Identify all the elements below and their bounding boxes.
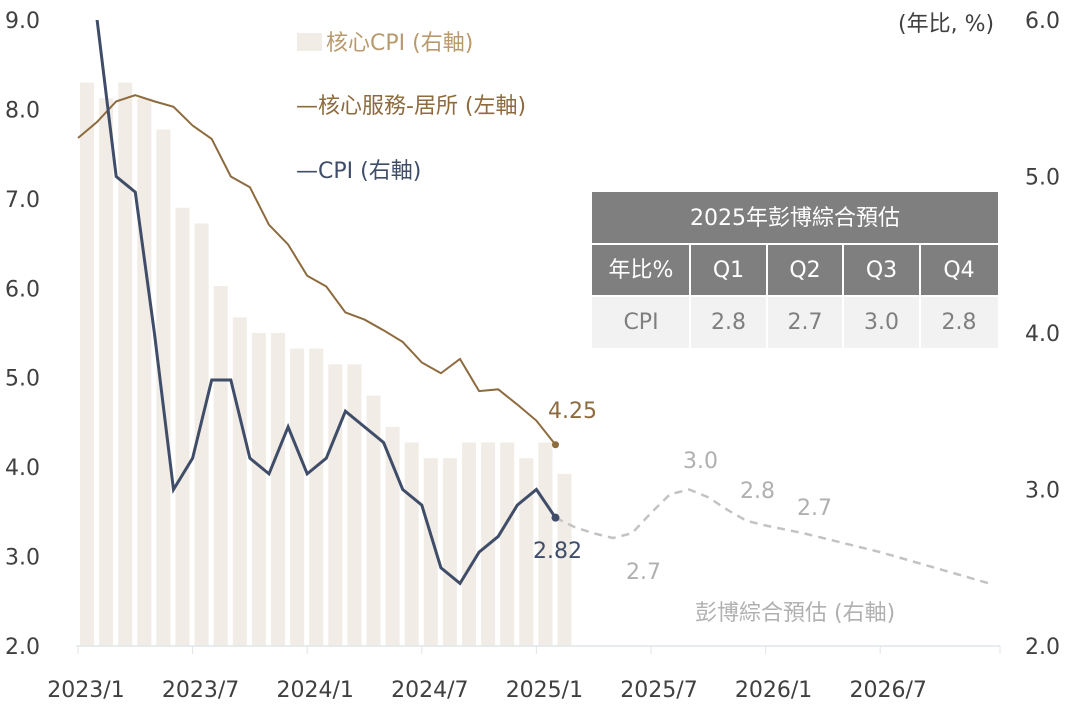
legend-shelter: —核心服務-居所 (左軸) (296, 94, 526, 119)
x-tick-label: 2024/1 (276, 678, 353, 703)
right-tick-label: 6.0 (1025, 9, 1060, 34)
bar-core-cpi (404, 442, 419, 646)
data-label: 4.25 (548, 399, 597, 424)
legend-cpi: —CPI (右軸) (296, 159, 421, 184)
x-tick-label: 2025/7 (620, 678, 697, 703)
x-tick-label: 2023/1 (47, 678, 124, 703)
bar-core-cpi (462, 442, 476, 646)
x-tick-label: 2025/1 (506, 678, 583, 703)
right-tick-label: 3.0 (1025, 479, 1060, 504)
line-cpi (95, 20, 557, 586)
table-header-cell: Q4 (943, 258, 974, 283)
left-tick-label: 2.0 (5, 635, 40, 660)
legend: 核心CPI (右軸) —核心服務-居所 (左軸) —CPI (右軸) (296, 31, 526, 184)
marker-shelter-last (552, 441, 559, 449)
data-label: 2.8 (740, 479, 775, 504)
bar-core-cpi (366, 395, 381, 646)
bar-core-cpi (271, 333, 285, 646)
x-tick-label: 2023/7 (162, 678, 239, 703)
bar-core-cpi (500, 442, 515, 646)
bar-core-cpi (538, 442, 553, 646)
bar-core-cpi (347, 364, 362, 646)
bar-core-cpi (290, 348, 305, 646)
left-tick-label: 4.0 (5, 456, 40, 481)
left-tick-label: 3.0 (5, 546, 40, 571)
left-tick-label: 6.0 (5, 277, 40, 302)
line-forecast (554, 488, 990, 585)
bar-core-cpi (99, 98, 114, 646)
table-header-cell: Q3 (866, 258, 897, 283)
bar-core-cpi (385, 426, 400, 646)
x-tick-label: 2026/7 (849, 678, 926, 703)
left-tick-label: 5.0 (5, 367, 40, 392)
right-axis-unit: (年比, %) (898, 12, 994, 37)
table-cell: 2.8 (711, 310, 746, 335)
bar-core-cpi (137, 98, 152, 646)
table-cell: 3.0 (864, 310, 899, 335)
marker-cpi-last (551, 513, 560, 522)
bar-core-cpi (423, 458, 438, 646)
forecast-label: 彭博綜合預估 (右軸) (695, 601, 895, 626)
forecast-table: 2025年彭博綜合預估 年比% Q1 Q2 Q3 Q4 CPI 2.8 2.7 3.0 2.8 (592, 192, 998, 348)
data-label: 2.7 (797, 496, 832, 521)
data-label: 3.0 (683, 449, 718, 474)
bar-core-cpi (156, 129, 171, 647)
x-tick-label: 2024/7 (391, 678, 468, 703)
table-cell: 2.7 (788, 310, 823, 335)
legend-core-cpi: 核心CPI (右軸) (326, 31, 473, 56)
bar-core-cpi (80, 82, 94, 647)
table-cell: CPI (623, 310, 658, 335)
table-header-cell: Q1 (713, 258, 744, 283)
bar-core-cpi (328, 364, 343, 646)
bar-core-cpi (251, 333, 266, 646)
bar-core-cpi (194, 223, 209, 646)
right-tick-label: 4.0 (1025, 322, 1060, 347)
left-tick-label: 9.0 (5, 9, 40, 34)
line-shelter (77, 94, 557, 446)
bar-core-cpi (309, 348, 324, 646)
bar-core-cpi (118, 82, 133, 647)
left-tick-label: 8.0 (5, 98, 40, 123)
left-tick-label: 7.0 (5, 188, 40, 213)
bar-core-cpi (519, 458, 534, 646)
table-title: 2025年彭博綜合預估 (690, 206, 900, 231)
legend-swatch-core-cpi (297, 33, 322, 51)
x-tick-label: 2026/1 (735, 678, 812, 703)
bar-core-cpi (557, 473, 572, 646)
table-cell: 2.8 (942, 310, 977, 335)
data-label: 2.82 (533, 539, 582, 564)
bar-core-cpi (442, 458, 457, 646)
bar-core-cpi (213, 286, 228, 646)
table-header-cell: Q2 (789, 258, 820, 283)
right-tick-label: 5.0 (1025, 166, 1060, 191)
table-header-cell: 年比% (609, 258, 674, 283)
right-tick-label: 2.0 (1025, 635, 1060, 660)
bar-core-cpi (175, 207, 190, 647)
data-label: 2.7 (626, 560, 661, 585)
bar-core-cpi (232, 317, 247, 646)
